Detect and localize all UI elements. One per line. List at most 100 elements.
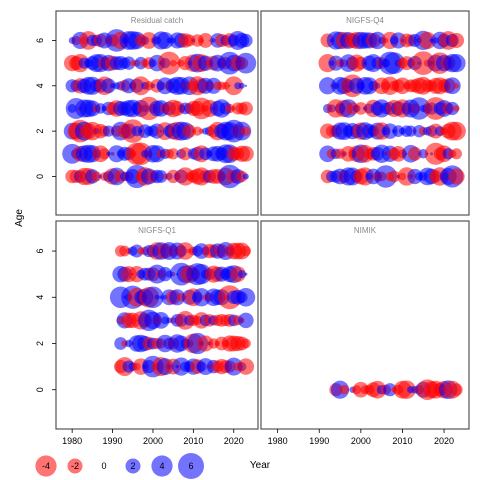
residual-bubble — [383, 383, 397, 397]
residual-bubble — [397, 380, 416, 399]
residual-bubble — [388, 170, 401, 183]
residual-bubble — [178, 147, 192, 161]
bubbles — [329, 379, 463, 401]
residual-bubble — [405, 125, 417, 137]
residual-bubble — [224, 103, 235, 114]
residual-bubble — [239, 33, 253, 48]
residual-bubble — [198, 33, 213, 48]
x-axis: 1980 1990 2000 2010 2020 — [62, 429, 244, 446]
residual-bubble — [236, 170, 248, 183]
residual-bubble — [407, 146, 422, 161]
legend-label: 2 — [130, 461, 135, 471]
y-axis-title: Age — [14, 209, 25, 227]
residual-bubble — [238, 101, 253, 116]
residual-bubble — [453, 83, 460, 89]
residual-bubble — [91, 171, 102, 182]
x-tick-label: 1990 — [103, 436, 123, 446]
legend-bubble — [35, 455, 57, 477]
residual-bubble — [154, 294, 160, 300]
residual-bubble — [167, 148, 179, 160]
residual-bubble — [244, 272, 248, 276]
residual-bubble — [347, 388, 350, 391]
residual-bubble — [238, 312, 254, 329]
bubbles — [109, 242, 256, 378]
residual-bubble — [241, 126, 251, 136]
x-tick-label: 2020 — [224, 436, 244, 446]
legend-label: 6 — [188, 461, 193, 471]
residual-bubble — [208, 39, 211, 42]
panel-2: NIGFS-Q4 — [260, 10, 470, 216]
residual-bubble — [237, 358, 255, 375]
residual-bubble — [244, 84, 248, 87]
residual-bubble — [382, 123, 398, 139]
y-tick-label: 0 — [35, 387, 45, 392]
residual-bubble — [240, 245, 252, 257]
residual-bubble — [157, 51, 181, 75]
residual-bubble — [447, 121, 466, 141]
residual-bubble — [339, 384, 350, 395]
x-tick-label: 1980 — [62, 436, 82, 446]
panel-frame — [260, 220, 470, 430]
panel-1: Residual catch — [55, 10, 259, 216]
x-axis-title: Year — [250, 460, 271, 471]
residual-bubble — [84, 100, 101, 117]
residual-bubble — [238, 82, 245, 89]
residual-bubble — [448, 168, 465, 185]
panels-layer: Residual catch NIGFS-Q4 NIGFS-Q1 NIMIK — [55, 10, 470, 430]
residual-bubble — [451, 148, 463, 160]
x-tick-label: 2000 — [351, 436, 371, 446]
panel-frame — [55, 10, 259, 216]
legend-label: -2 — [71, 461, 79, 471]
residual-bubble — [182, 124, 197, 138]
residual-bubble — [176, 242, 195, 260]
residual-bubble — [447, 54, 466, 73]
residual-bubble — [383, 52, 405, 74]
residual-bubble — [418, 31, 437, 50]
residual-bubble — [157, 267, 173, 282]
residual-bubble — [236, 287, 256, 307]
residual-bubble — [368, 31, 387, 50]
residual-bubble — [224, 76, 244, 96]
residual-bubble — [101, 78, 116, 94]
x-tick-label: 1990 — [309, 436, 329, 446]
residual-bubble — [318, 77, 337, 95]
panel-title: NIMIK — [354, 226, 377, 235]
residual-bubble — [192, 288, 211, 307]
residual-bubble — [142, 286, 164, 309]
panel-title: Residual catch — [131, 16, 183, 25]
residual-bubble — [450, 383, 463, 396]
y-tick-label: 4 — [35, 83, 45, 88]
bubbles — [318, 30, 466, 188]
residual-bubble — [448, 32, 465, 49]
panel-4: NIMIK — [260, 220, 470, 430]
residual-bubble — [102, 125, 115, 137]
x-tick-label: 2000 — [143, 436, 163, 446]
legend-bubble — [67, 458, 83, 474]
residual-bubble — [175, 61, 179, 65]
legend-layer: -4 -2 0 2 4 6 — [35, 453, 204, 479]
residual-bubble — [237, 270, 246, 279]
residual-bubble — [242, 173, 249, 180]
residual-bubble — [197, 335, 214, 352]
residual-bubble — [240, 338, 251, 349]
y-axis: 0 2 4 6 — [35, 249, 56, 392]
residual-bubble — [354, 102, 368, 115]
bubbles — [62, 29, 257, 189]
panel-frame — [55, 220, 259, 430]
residual-bubble — [131, 76, 151, 96]
legend-label: 4 — [159, 461, 164, 471]
residual-bubble — [192, 126, 202, 136]
legend-label: 0 — [101, 461, 106, 471]
residual-bubble — [154, 170, 168, 183]
y-axis: 0 2 4 6 — [35, 38, 56, 179]
residual-bubble — [237, 145, 254, 162]
legend-bubble — [125, 458, 141, 474]
y-tick-label: 6 — [35, 249, 45, 254]
legend-label: -4 — [42, 461, 50, 471]
x-axis: 1980 1990 2000 2010 2020 — [268, 429, 454, 446]
residual-bubble — [443, 77, 461, 95]
panel-title: NIGFS-Q1 — [138, 226, 176, 235]
residual-bubble — [235, 52, 257, 74]
y-tick-label: 0 — [35, 174, 45, 179]
